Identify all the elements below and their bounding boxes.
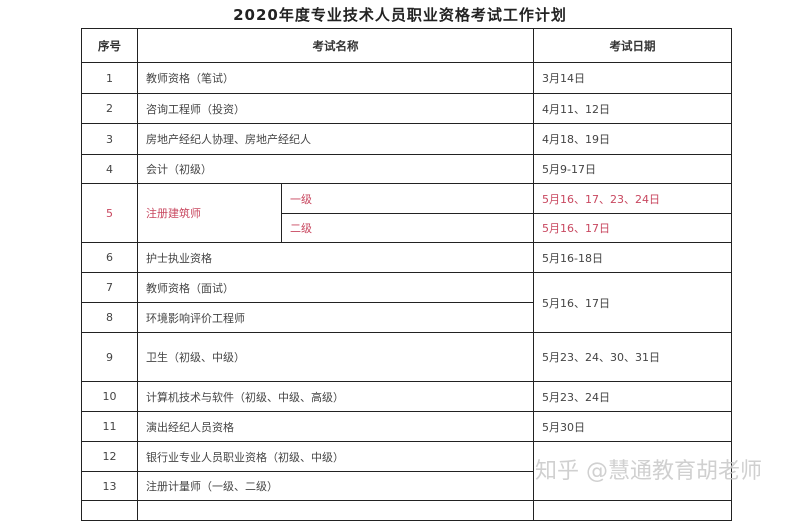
row-no: 9 [81, 332, 138, 382]
row-name: 教师资格（笔试） [137, 62, 534, 94]
row-date: 5月16、17、23、24日 [533, 183, 732, 214]
row-name: 演出经纪人员资格 [137, 411, 534, 442]
row-no: 11 [81, 411, 138, 442]
header-no: 序号 [81, 28, 138, 63]
row-name: 注册建筑师 [137, 183, 282, 243]
row-sublevel: 一级 [281, 183, 534, 214]
table-row: 6 护士执业资格 5月16-18日 [81, 242, 732, 273]
watermark: 知乎 @慧通教育胡老师 [535, 459, 762, 484]
table-row: 5 注册建筑师 一级 5月16、17、23、24日 [81, 183, 732, 243]
row-no: 10 [81, 381, 138, 412]
row-no: 8 [81, 302, 138, 333]
table-row: 1 教师资格（笔试） 3月14日 [81, 62, 732, 94]
row-no: 12 [81, 441, 138, 472]
table-row: 4 会计（初级） 5月9-17日 [81, 154, 732, 184]
row-sublevel: 二级 [281, 213, 534, 243]
table-row: 10 计算机技术与软件（初级、中级、高级） 5月23、24日 [81, 381, 732, 412]
row-name: 护士执业资格 [137, 242, 534, 273]
row-date: 5月30日 [533, 411, 732, 442]
row-name: 房地产经纪人协理、房地产经纪人 [137, 123, 534, 155]
table-row: 11 演出经纪人员资格 5月30日 [81, 411, 732, 442]
table-row: 二级 5月16、17日 [82, 213, 732, 243]
row-no: 4 [81, 154, 138, 184]
header-name: 考试名称 [137, 28, 534, 63]
row-date: 5月16、17日 [533, 272, 732, 333]
row-date: 5月23、24日 [533, 381, 732, 412]
row-no: 1 [81, 62, 138, 94]
row-name: 银行业专业人员职业资格（初级、中级） [137, 441, 534, 472]
row-no: 2 [81, 93, 138, 124]
row-no: 6 [81, 242, 138, 273]
row-name: 计算机技术与软件（初级、中级、高级） [137, 381, 534, 412]
table-row: 2 咨询工程师（投资） 4月11、12日 [81, 93, 732, 124]
row-no: 7 [81, 272, 138, 303]
row-date: 5月9-17日 [533, 154, 732, 184]
row-name: 环境影响评价工程师 [137, 302, 534, 333]
table-row: 12 银行业专业人员职业资格（初级、中级） [81, 441, 732, 501]
row-name: 会计（初级） [137, 154, 534, 184]
table-row: 9 卫生（初级、中级） 5月23、24、30、31日 [81, 332, 732, 382]
row-name: 咨询工程师（投资） [137, 93, 534, 124]
header-date: 考试日期 [533, 28, 732, 63]
table-row: 7 教师资格（面试） 5月16、17日 [81, 272, 732, 333]
table-row: 3 房地产经纪人协理、房地产经纪人 4月18、19日 [81, 123, 732, 155]
row-name: 教师资格（面试） [137, 272, 534, 303]
row-name: 卫生（初级、中级） [137, 332, 534, 382]
row-date: 4月18、19日 [533, 123, 732, 155]
row-no: 13 [81, 471, 138, 501]
row-no: 3 [81, 123, 138, 155]
row-date [533, 441, 732, 501]
row-name: 注册计量师（一级、二级） [137, 471, 534, 501]
table-row: 13 注册计量师（一级、二级） [81, 471, 732, 501]
row-date: 5月23、24、30、31日 [533, 332, 732, 382]
page-title: 2020年度专业技术人员职业资格考试工作计划 [233, 6, 567, 24]
row-date: 5月16、17日 [533, 213, 732, 243]
exam-schedule-table: 序号 考试名称 考试日期 1 教师资格（笔试） 3月14日 2 咨询工程师（投资… [81, 28, 732, 521]
row-date: 5月16-18日 [533, 242, 732, 273]
table-header: 序号 考试名称 考试日期 [81, 28, 732, 63]
row-date: 4月11、12日 [533, 93, 732, 124]
row-no: 5 [81, 183, 138, 243]
row-date: 3月14日 [533, 62, 732, 94]
